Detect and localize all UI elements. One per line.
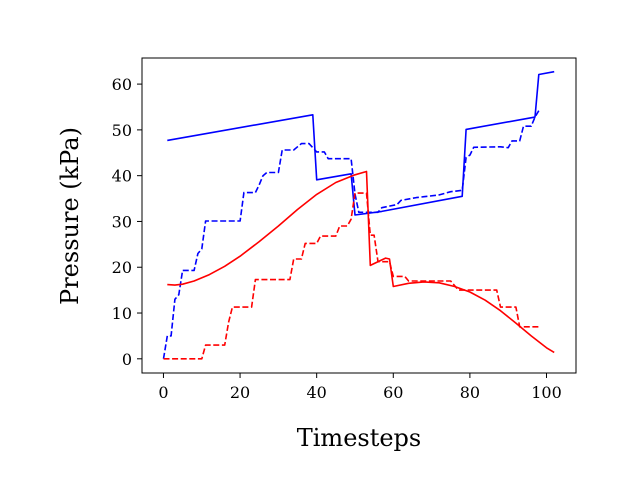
x-tick-label: 20 [230, 383, 250, 402]
y-tick-label: 30 [112, 212, 132, 231]
y-tick-label: 10 [112, 304, 132, 323]
x-tick-label: 60 [383, 383, 403, 402]
x-tick-label: 0 [158, 383, 168, 402]
y-axis-label: Pressure (kPa) [56, 127, 84, 305]
plot-frame [141, 57, 577, 374]
x-tick-label: 80 [460, 383, 480, 402]
y-tick-label: 50 [112, 121, 132, 140]
y-tick-label: 40 [112, 167, 132, 186]
x-tick-label: 100 [531, 383, 562, 402]
x-axis-ticks: 0 20 40 60 80 100 [158, 373, 562, 402]
series-line-4 [163, 192, 539, 360]
y-tick-label: 60 [112, 75, 132, 94]
series-line-2 [162, 110, 540, 359]
y-tick-label: 0 [122, 350, 132, 369]
y-tick-label: 20 [112, 258, 132, 277]
series-layer [162, 70, 555, 360]
x-axis-label: Timesteps [297, 424, 422, 452]
series-line-3 [167, 170, 555, 354]
series-line-1 [167, 70, 555, 216]
x-tick-label: 40 [306, 383, 326, 402]
y-axis-ticks: 0 10 20 30 40 50 60 [112, 75, 142, 369]
